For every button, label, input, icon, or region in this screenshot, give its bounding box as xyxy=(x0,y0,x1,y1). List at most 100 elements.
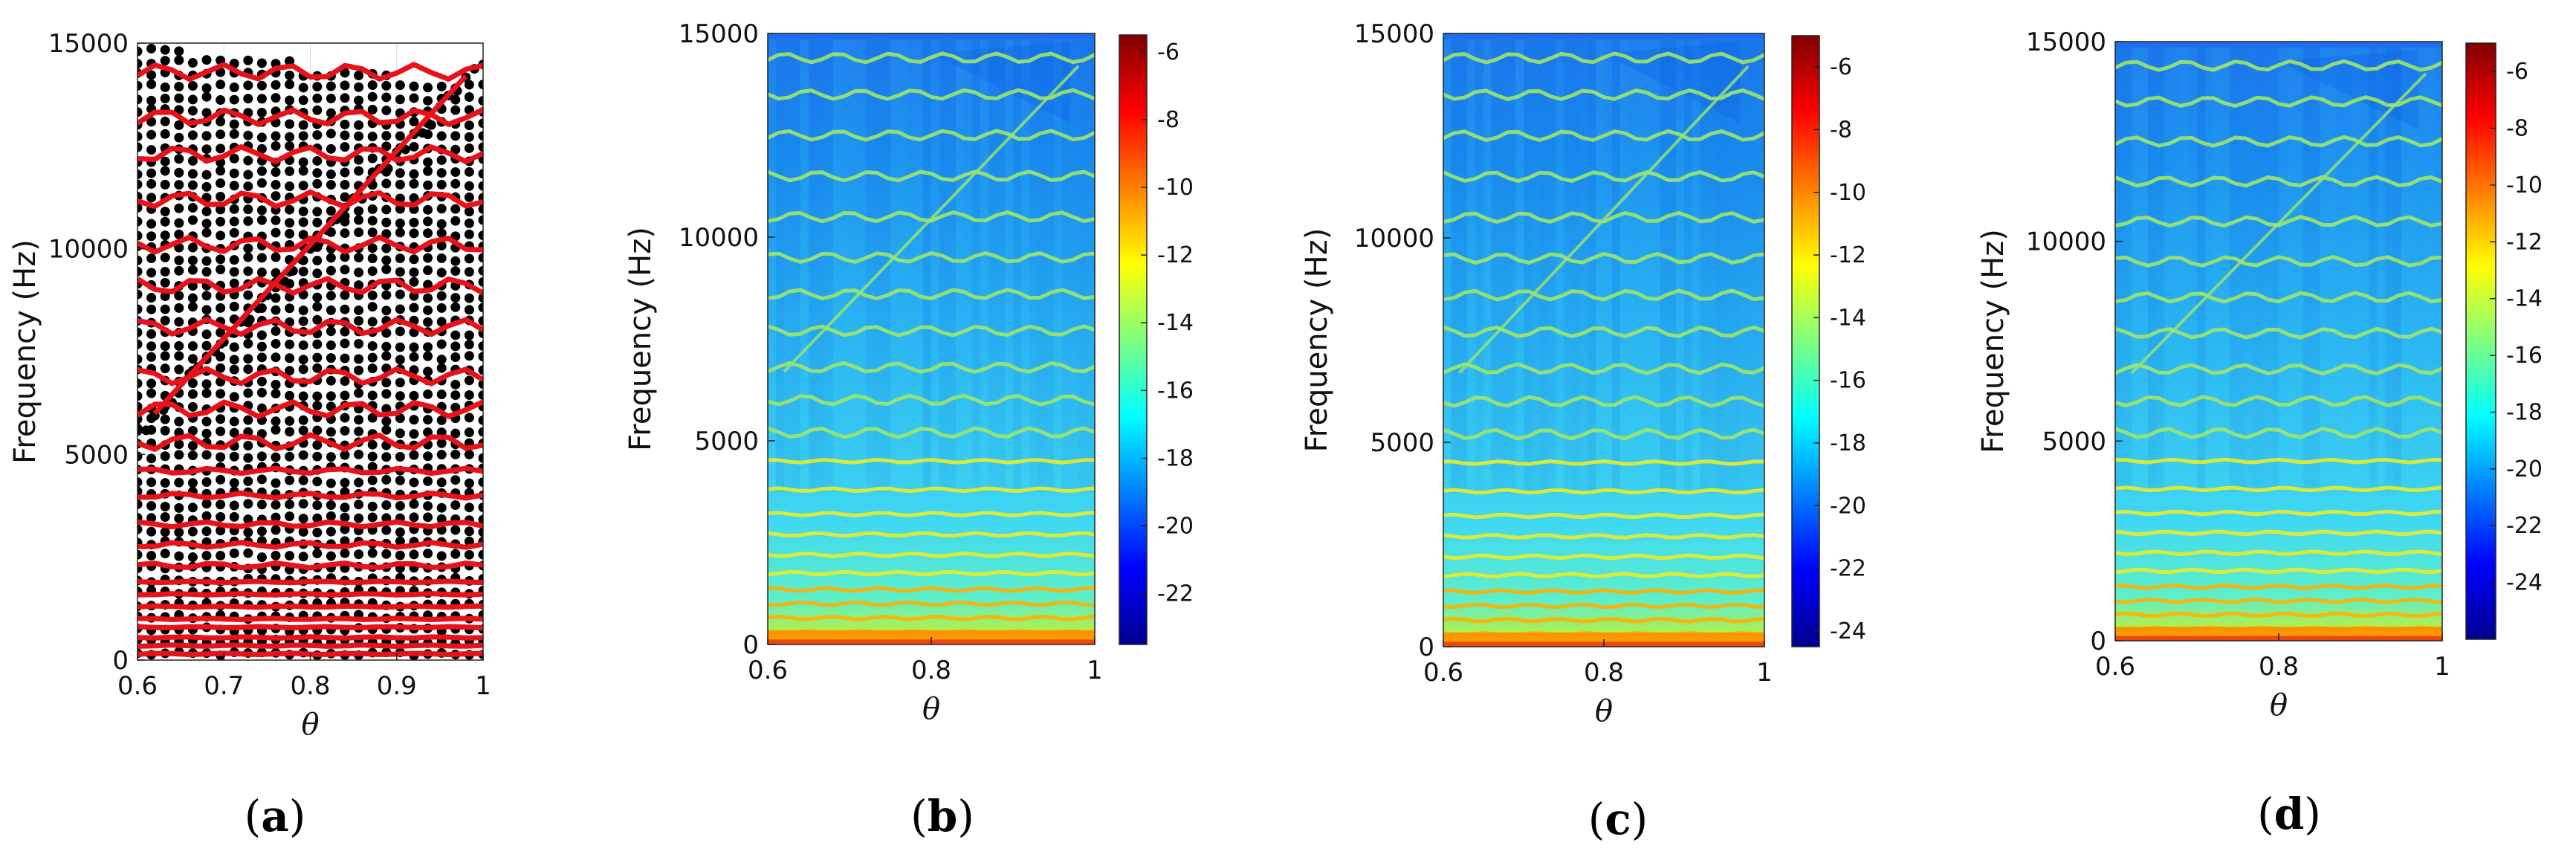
mode-dot xyxy=(187,552,198,563)
panel-label: (b) xyxy=(910,791,974,841)
mode-dot xyxy=(298,230,308,240)
mode-dot xyxy=(423,293,433,303)
mode-dot xyxy=(298,181,308,191)
mode-dot xyxy=(285,181,295,192)
mode-dot xyxy=(243,415,253,425)
panel-label: (d) xyxy=(2257,789,2321,839)
mode-dot xyxy=(478,204,483,214)
colorbar-tick-label: -6 xyxy=(1157,39,1179,65)
mode-dot xyxy=(285,228,295,239)
mode-dot xyxy=(436,450,447,460)
mode-dot xyxy=(174,218,184,228)
heatmap-texture xyxy=(1451,33,1460,494)
mode-dot xyxy=(340,228,350,239)
heatmap-texture xyxy=(1668,33,1677,494)
mode-dot xyxy=(256,132,267,143)
mode-band xyxy=(768,251,1095,265)
mode-band xyxy=(768,288,1095,301)
mode-dot xyxy=(354,227,364,238)
mode-dot xyxy=(464,293,474,303)
mode-dot xyxy=(312,207,323,217)
mode-band xyxy=(2115,611,2442,618)
mode-dot xyxy=(298,425,308,436)
mode-band-diagonal xyxy=(783,65,1080,373)
mode-dot xyxy=(271,252,281,262)
colorbar-tick-label: -18 xyxy=(1157,445,1194,471)
mode-dot xyxy=(201,388,212,398)
mode-dot xyxy=(436,155,447,165)
mode-dot xyxy=(312,93,323,103)
mode-dot xyxy=(478,415,483,425)
mode-dot xyxy=(354,388,364,398)
mode-band xyxy=(768,614,1095,621)
mode-dot xyxy=(137,486,143,497)
heatmap-texture xyxy=(1684,33,1692,494)
heatmap-texture xyxy=(1588,33,1596,494)
mode-dot xyxy=(271,80,281,90)
mode-dot xyxy=(187,180,198,190)
mode-dot xyxy=(464,91,474,102)
mode-dot xyxy=(423,342,433,352)
mode-dot xyxy=(229,119,239,129)
mode-band xyxy=(768,324,1095,337)
mode-dot xyxy=(256,341,267,352)
mode-dot xyxy=(354,131,364,141)
heatmap-texture xyxy=(2238,42,2246,491)
mode-dot xyxy=(367,105,378,115)
mode-dot xyxy=(137,304,143,314)
mode-dot xyxy=(381,341,392,352)
mode-dot xyxy=(340,211,350,222)
mode-dot xyxy=(450,428,461,439)
mode-dot xyxy=(423,389,433,399)
heatmap-texture xyxy=(2426,42,2434,491)
mode-dot xyxy=(201,169,212,180)
mode-dot xyxy=(436,179,447,190)
mode-dot xyxy=(160,363,170,374)
colorbar xyxy=(1791,35,1820,647)
mode-dot xyxy=(409,512,419,523)
mode-dot xyxy=(381,243,392,253)
mode-dot xyxy=(423,96,433,106)
mode-dot xyxy=(187,169,198,179)
mode-dot xyxy=(229,364,239,375)
mode-dot xyxy=(395,267,405,277)
mode-dot xyxy=(367,302,378,312)
mode-dot xyxy=(326,500,336,511)
mode-dot xyxy=(137,59,143,69)
mode-dot xyxy=(395,168,405,178)
mode-dot xyxy=(381,525,392,535)
mode-dot xyxy=(395,326,405,337)
mode-dot xyxy=(381,351,392,361)
mode-dot xyxy=(285,551,295,561)
mode-dot xyxy=(395,378,405,388)
mode-dot xyxy=(187,58,198,68)
mode-dot xyxy=(450,500,461,511)
mode-dot xyxy=(174,351,184,361)
mode-dot xyxy=(478,514,483,525)
mode-band xyxy=(768,569,1095,577)
mode-dot xyxy=(187,215,198,225)
heatmap-texture xyxy=(809,33,817,492)
mode-dot xyxy=(464,167,474,177)
mode-dot xyxy=(340,142,350,152)
mode-dot xyxy=(216,474,226,485)
mode-dot xyxy=(395,413,405,424)
mode-dot xyxy=(326,526,336,537)
mode-dot xyxy=(271,131,281,141)
mode-dot xyxy=(436,339,447,349)
mode-dot xyxy=(450,144,461,155)
mode-dot xyxy=(243,476,253,486)
mode-dot xyxy=(201,450,212,460)
colorbar-tick-label: -14 xyxy=(1830,305,1866,331)
mode-dot xyxy=(174,93,184,103)
mode-dot xyxy=(160,277,170,288)
mode-dot xyxy=(285,95,295,106)
mode-dot xyxy=(395,452,405,462)
heatmap-texture xyxy=(1611,33,1620,494)
mode-dot xyxy=(256,166,267,176)
mode-dot xyxy=(395,501,405,511)
mode-dot xyxy=(478,340,483,351)
mode-dot xyxy=(216,526,226,536)
mode-dot xyxy=(354,71,364,81)
mode-dot xyxy=(326,551,336,561)
